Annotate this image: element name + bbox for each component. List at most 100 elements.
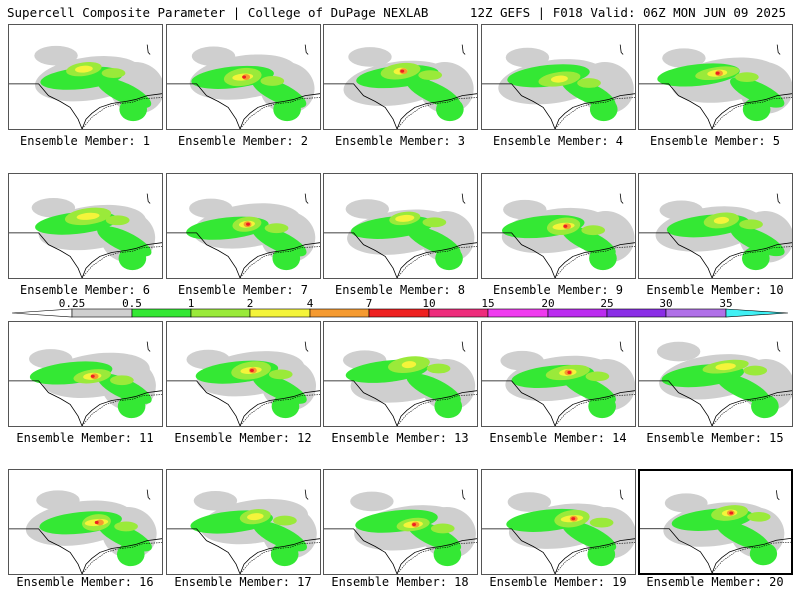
scp-map xyxy=(482,193,635,278)
lake-outline xyxy=(619,341,624,352)
ensemble-member-caption: Ensemble Member: 5 xyxy=(649,134,781,148)
state-border-outline xyxy=(639,380,792,426)
colorbar-segment xyxy=(487,308,549,318)
ensemble-member-caption: Ensemble Member: 8 xyxy=(334,283,466,297)
lake-outline xyxy=(619,193,624,204)
ensemble-panel[interactable] xyxy=(481,24,636,130)
scp-area-extreme xyxy=(567,370,572,375)
scp-area-elevated xyxy=(426,363,451,374)
scp-area-low xyxy=(348,47,392,67)
scp-area-high xyxy=(713,216,730,224)
scp-area-very-high xyxy=(95,519,104,526)
scp-area-high xyxy=(75,65,93,73)
state-border-outline xyxy=(324,380,477,426)
coastline-outline xyxy=(239,394,320,426)
scp-area-low xyxy=(503,199,547,220)
ensemble-panel[interactable] xyxy=(8,173,163,279)
scp-map xyxy=(639,341,792,426)
scp-area-extreme xyxy=(90,374,95,378)
scp-area-moderate xyxy=(272,246,301,271)
ensemble-member-caption: Ensemble Member: 14 xyxy=(489,431,627,445)
coastline-outline xyxy=(711,394,792,426)
ensemble-panel[interactable] xyxy=(166,469,321,575)
colorbar-tick-label: 15 xyxy=(481,298,494,310)
scp-area-extreme xyxy=(242,75,247,79)
colorbar-tick-label: 0.5 xyxy=(122,298,142,310)
scp-area-elevated xyxy=(735,72,759,83)
ensemble-member-caption: Ensemble Member: 10 xyxy=(646,283,784,297)
coastline-outline xyxy=(396,394,477,426)
scp-area-extreme xyxy=(571,517,576,521)
ensemble-panel[interactable] xyxy=(166,24,321,130)
model-run-valid-time: 12Z GEFS | F018 Valid: 06Z MON JUN 09 20… xyxy=(469,5,786,20)
scp-area-moderate xyxy=(589,246,617,271)
lake-outline xyxy=(146,193,151,204)
lake-outline xyxy=(461,44,466,55)
ensemble-panel[interactable] xyxy=(8,321,163,427)
coastline-outline xyxy=(81,394,162,426)
coastline-outline xyxy=(396,97,477,129)
coastline-outline xyxy=(81,542,162,574)
scp-area-moderate xyxy=(436,97,464,122)
colorbar-tick-label: 30 xyxy=(659,298,672,310)
ensemble-member-caption: Ensemble Member: 19 xyxy=(489,575,627,589)
colorbar-segment xyxy=(309,308,370,318)
ensemble-panel[interactable] xyxy=(481,321,636,427)
scp-area-low xyxy=(500,350,544,371)
scp-area-low xyxy=(656,341,701,362)
scp-area-low xyxy=(36,490,80,510)
scp-area-moderate xyxy=(252,520,308,552)
scp-area-low xyxy=(191,46,236,67)
scp-map xyxy=(167,489,320,574)
lake-outline xyxy=(461,489,466,500)
coastline-outline xyxy=(81,246,162,278)
ensemble-panel[interactable] xyxy=(323,469,478,575)
scp-map xyxy=(482,341,635,426)
state-border-outline xyxy=(639,232,792,278)
colorbar-tick-label: 2 xyxy=(247,298,254,310)
colorbar-tick-label: 10 xyxy=(422,298,435,310)
colorbar-tick-label: 0.25 xyxy=(59,298,86,310)
state-border-outline xyxy=(639,83,792,129)
state-border-outline xyxy=(324,83,477,129)
coastline-outline xyxy=(239,542,320,574)
scp-area-extreme xyxy=(400,69,405,73)
lake-outline xyxy=(461,341,466,352)
ensemble-panel[interactable] xyxy=(481,469,636,575)
ensemble-panel[interactable] xyxy=(638,469,793,575)
scp-map xyxy=(482,44,635,129)
coastline-outline xyxy=(239,246,320,278)
scp-map xyxy=(640,490,791,573)
scp-area-low xyxy=(662,48,706,68)
ensemble-panel[interactable] xyxy=(323,321,478,427)
ensemble-panel[interactable] xyxy=(638,24,793,130)
ensemble-panel[interactable] xyxy=(481,173,636,279)
ensemble-panel[interactable] xyxy=(8,469,163,575)
ensemble-member-caption: Ensemble Member: 17 xyxy=(174,575,312,589)
scp-area-moderate xyxy=(730,225,785,257)
scp-area-elevated xyxy=(577,78,601,88)
state-border-outline xyxy=(167,232,320,278)
ensemble-member-caption: Ensemble Member: 4 xyxy=(492,134,624,148)
ensemble-panel[interactable] xyxy=(166,173,321,279)
ensemble-panel[interactable] xyxy=(638,321,793,427)
scp-area-high xyxy=(550,75,568,83)
scp-area-elevated xyxy=(268,369,293,380)
ensemble-panel[interactable] xyxy=(8,24,163,130)
ensemble-panel[interactable] xyxy=(323,24,478,130)
scp-map xyxy=(9,341,162,426)
coastline-outline xyxy=(396,542,477,574)
ensemble-member-caption: Ensemble Member: 11 xyxy=(16,431,154,445)
coastline-outline xyxy=(396,246,477,278)
scp-area-moderate xyxy=(434,394,463,419)
colorbar-tick-label: 1 xyxy=(188,298,195,310)
scp-area-elevated xyxy=(114,521,138,532)
scp-map xyxy=(167,193,320,278)
scp-area-low xyxy=(31,197,76,218)
ensemble-panel[interactable] xyxy=(166,321,321,427)
coastline-outline xyxy=(711,97,792,129)
ensemble-panel[interactable] xyxy=(638,173,793,279)
scp-area-moderate xyxy=(118,246,147,271)
ensemble-panel[interactable] xyxy=(323,173,478,279)
scp-area-elevated xyxy=(418,70,443,81)
